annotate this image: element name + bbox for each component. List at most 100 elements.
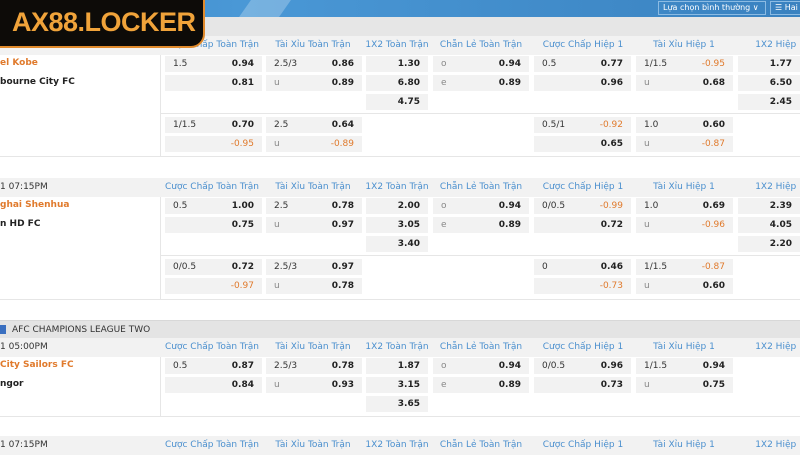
odds-value: 0.60	[702, 120, 725, 130]
home-team[interactable]: City Sailors FC	[0, 360, 74, 370]
market-header-row: 1 07:15PM Cược Chấp Toàn Trận Tài Xỉu Toàn…	[0, 436, 800, 455]
odds-cell-x12[interactable]: 6.80	[366, 75, 428, 91]
view-mode-select[interactable]: Lựa chọn bình thường ∨	[658, 1, 766, 15]
odds-cell-ou1[interactable]: 1.0 0.60	[636, 117, 733, 133]
odds-cell-x12[interactable]: 1.87	[366, 358, 428, 374]
column-header: 1X2 Toàn Trận	[365, 40, 429, 50]
odds-value: -0.96	[701, 220, 725, 230]
odds-cell-oe[interactable]: e 0.89	[433, 217, 529, 233]
odds-cell-x12[interactable]: 2.00	[366, 198, 428, 214]
odds-cell-ou[interactable]: 2.5 0.78	[266, 198, 362, 214]
odds-cell-ah1[interactable]: 0.96	[534, 75, 631, 91]
odds-cell-x12h1[interactable]: 6.50	[738, 75, 800, 91]
odds-cell-x12h1[interactable]: 4.05	[738, 217, 800, 233]
odds-line: 1/1.5	[644, 262, 668, 272]
odds-cell-oe[interactable]: o 0.94	[433, 56, 529, 72]
odds-cell-ou1[interactable]: 1/1.5 0.94	[636, 358, 733, 374]
odds-value: 2.00	[397, 201, 420, 211]
odds-line: e	[441, 380, 447, 390]
odds-cell-ah[interactable]: 0.5 0.87	[165, 358, 262, 374]
odds-cell-x12h1[interactable]: 2.39	[738, 198, 800, 214]
odds-value: 0.94	[231, 59, 254, 69]
league-header[interactable]: AFC CHAMPIONS LEAGUE TWO	[0, 320, 800, 338]
odds-value: -0.92	[599, 120, 623, 130]
odds-cell-x12h1[interactable]: 2.45	[738, 94, 800, 110]
odds-cell-oe[interactable]: e 0.89	[433, 75, 529, 91]
odds-cell-x12h1[interactable]: 1.77	[738, 56, 800, 72]
away-team[interactable]: n HD FC	[0, 219, 41, 229]
odds-cell-oe[interactable]: e 0.89	[433, 377, 529, 393]
double-view-button[interactable]: ☰ Hai I	[770, 1, 800, 15]
column-header: Tài Xỉu Toàn Trận	[275, 40, 351, 50]
odds-cell-x12[interactable]: 3.40	[366, 236, 428, 252]
odds-cell-ah1[interactable]: 0.5/1 -0.92	[534, 117, 631, 133]
odds-cell-ou[interactable]: u 0.89	[266, 75, 362, 91]
column-header: Cược Chấp Toàn Trận	[164, 182, 260, 192]
odds-cell-ou[interactable]: 2.5 0.64	[266, 117, 362, 133]
odds-cell-ah1[interactable]: -0.73	[534, 278, 631, 294]
odds-cell-ah[interactable]: 0.75	[165, 217, 262, 233]
odds-cell-ah[interactable]: 0/0.5 0.72	[165, 259, 262, 275]
odds-cell-oe[interactable]: o 0.94	[433, 198, 529, 214]
odds-cell-ah[interactable]: 0.84	[165, 377, 262, 393]
odds-value: 1.30	[397, 59, 420, 69]
odds-value: 0.60	[702, 281, 725, 291]
home-team[interactable]: el Kobe	[0, 58, 38, 68]
odds-cell-x12[interactable]: 3.05	[366, 217, 428, 233]
odds-cell-ou1[interactable]: 1/1.5 -0.87	[636, 259, 733, 275]
odds-cell-ou1[interactable]: u 0.68	[636, 75, 733, 91]
odds-value: -0.99	[599, 201, 623, 211]
away-team[interactable]: bourne City FC	[0, 77, 75, 87]
odds-value: 0.78	[331, 201, 354, 211]
odds-cell-ou1[interactable]: u -0.96	[636, 217, 733, 233]
odds-value: 0.89	[498, 78, 521, 88]
odds-cell-ou[interactable]: u 0.97	[266, 217, 362, 233]
odds-value: 0.73	[600, 380, 623, 390]
odds-cell-oe[interactable]: o 0.94	[433, 358, 529, 374]
odds-value: 0.96	[600, 78, 623, 88]
home-team[interactable]: ghai Shenhua	[0, 200, 70, 210]
odds-cell-ou1[interactable]: 1.0 0.69	[636, 198, 733, 214]
odds-line: o	[441, 59, 447, 69]
column-header: 1X2 Hiệp 1	[755, 342, 800, 352]
odds-cell-ou[interactable]: 2.5/3 0.97	[266, 259, 362, 275]
odds-cell-ou[interactable]: u 0.93	[266, 377, 362, 393]
odds-cell-ah[interactable]: -0.97	[165, 278, 262, 294]
odds-cell-ah[interactable]: 1.5 0.94	[165, 56, 262, 72]
odds-cell-ah[interactable]: 0.81	[165, 75, 262, 91]
column-header: 1X2 Toàn Trận	[365, 440, 429, 450]
odds-cell-ou1[interactable]: u 0.75	[636, 377, 733, 393]
odds-cell-ah[interactable]: 0.5 1.00	[165, 198, 262, 214]
odds-cell-ah1[interactable]: 0.5 0.77	[534, 56, 631, 72]
odds-cell-x12[interactable]: 1.30	[366, 56, 428, 72]
column-header: Tài Xỉu Hiệp 1	[653, 40, 715, 50]
odds-cell-ah1[interactable]: 0.65	[534, 136, 631, 152]
odds-cell-ah1[interactable]: 0/0.5 0.96	[534, 358, 631, 374]
odds-cell-ah1[interactable]: 0.73	[534, 377, 631, 393]
column-header: Tài Xỉu Toàn Trận	[275, 440, 351, 450]
odds-cell-ou1[interactable]: u -0.87	[636, 136, 733, 152]
odds-value: 4.05	[769, 220, 792, 230]
odds-cell-x12[interactable]: 3.65	[366, 396, 428, 412]
odds-cell-ah1[interactable]: 0 0.46	[534, 259, 631, 275]
odds-cell-x12[interactable]: 3.15	[366, 377, 428, 393]
market-header-row: 1 07:15PM Cược Chấp Toàn Trận Tài Xỉu Toàn…	[0, 178, 800, 197]
odds-cell-ou1[interactable]: 1/1.5 -0.95	[636, 56, 733, 72]
odds-line: u	[274, 220, 280, 230]
odds-cell-x12h1[interactable]: 2.20	[738, 236, 800, 252]
odds-cell-ou[interactable]: u 0.78	[266, 278, 362, 294]
odds-cell-ah[interactable]: 1/1.5 0.70	[165, 117, 262, 133]
odds-line: 1/1.5	[173, 120, 197, 130]
odds-cell-ou[interactable]: 2.5/3 0.78	[266, 358, 362, 374]
odds-value: 0.46	[600, 262, 623, 272]
odds-cell-ah1[interactable]: 0.72	[534, 217, 631, 233]
odds-cell-ou[interactable]: 2.5/3 0.86	[266, 56, 362, 72]
odds-value: 0.89	[498, 380, 521, 390]
away-team[interactable]: ngor	[0, 379, 24, 389]
odds-cell-x12[interactable]: 4.75	[366, 94, 428, 110]
odds-cell-ah[interactable]: -0.95	[165, 136, 262, 152]
odds-cell-ah1[interactable]: 0/0.5 -0.99	[534, 198, 631, 214]
odds-cell-ou1[interactable]: u 0.60	[636, 278, 733, 294]
odds-cell-ou[interactable]: u -0.89	[266, 136, 362, 152]
column-header: Cược Chấp Hiệp 1	[542, 440, 624, 450]
